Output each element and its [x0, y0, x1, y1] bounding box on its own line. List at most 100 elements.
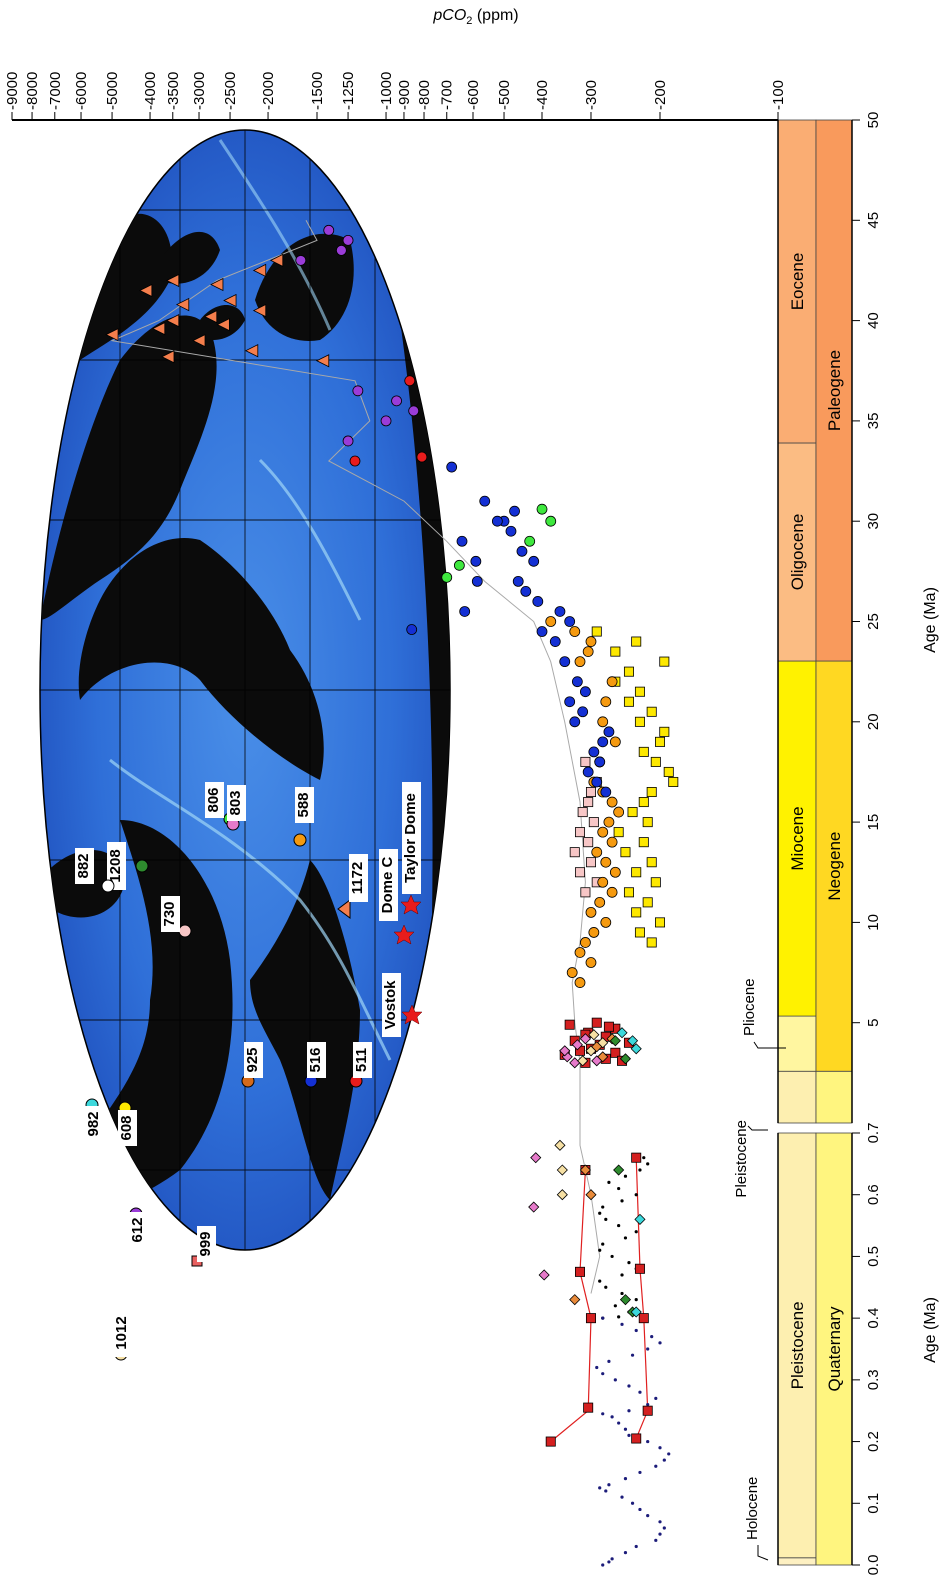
pco2-tick-label-group-19: -300 — [583, 80, 600, 110]
point-s0-1 — [617, 1315, 621, 1319]
point-s10-28 — [585, 636, 597, 647]
point-s9-2 — [574, 867, 585, 878]
taylor-dome-label: Taylor Dome — [402, 793, 419, 883]
trend-lines — [550, 1157, 649, 1443]
point-s11-13 — [549, 636, 561, 647]
age-old-tick-label-0: 5 — [865, 1019, 882, 1027]
point-s3-1 — [528, 1201, 540, 1213]
point-s8-30 — [631, 636, 642, 647]
point-s3-6 — [571, 1039, 583, 1051]
pco2-tick-label-group-5: -4000 — [142, 72, 159, 110]
point-s3-3 — [569, 1057, 581, 1069]
pco2-tick-label-1: -8000 — [24, 72, 41, 110]
site-612: 612 — [129, 1207, 148, 1248]
site-999: 999 — [191, 1226, 216, 1267]
point-s14-3 — [391, 395, 402, 407]
pco2-tick-label-11: -1250 — [340, 72, 357, 110]
svg-text:Pleistocene: Pleistocene — [733, 1120, 750, 1198]
point-s15-13 — [252, 263, 267, 278]
point-s0-16 — [617, 1223, 621, 1228]
point-s1-0 — [601, 1563, 605, 1567]
point-s1-35 — [595, 1365, 599, 1370]
site-882-label: 882 — [75, 853, 92, 878]
site-608-label: 608 — [118, 1115, 135, 1140]
pco2-tick-label-group-9: -2000 — [260, 72, 277, 110]
site-806-label: 806 — [205, 787, 222, 812]
point-s11-8 — [577, 706, 589, 718]
age-young-tick-label-0: 0.0 — [865, 1555, 882, 1576]
epoch-old-2-label: Miocene — [788, 806, 807, 870]
point-s0-25 — [638, 1168, 642, 1172]
epoch-old-3-label-group: Oligocene — [788, 514, 807, 591]
point-s11-0 — [600, 786, 612, 798]
site-982: 982 — [85, 1098, 104, 1142]
point-s7-1 — [634, 1213, 646, 1225]
epoch-pleistocene-label-group: Pleistocene — [788, 1301, 807, 1389]
age-young-tick-label-group-4: 0.4 — [865, 1308, 882, 1329]
point-s5-0 — [569, 1294, 581, 1306]
series-7 — [616, 1027, 646, 1318]
point-s1-15 — [607, 1483, 611, 1487]
point-s10-0 — [574, 977, 586, 988]
point-s8-24 — [623, 696, 634, 707]
point-s11-5 — [597, 736, 609, 748]
site-1172: 1172 — [337, 854, 368, 919]
age-young-tick-label-group-6: 0.6 — [865, 1184, 882, 1205]
site-511-label: 511 — [353, 1048, 370, 1072]
point-s11-4 — [588, 746, 600, 758]
point-s1-33 — [613, 1378, 617, 1382]
point-s8-28 — [659, 656, 670, 667]
point-s0-6 — [604, 1285, 608, 1289]
series-1 — [595, 1316, 671, 1567]
point-s2-9 — [631, 1152, 642, 1163]
age-old-tick-label-group-1: 10 — [865, 914, 882, 931]
point-s2-6 — [574, 1266, 585, 1277]
site-925: 925 — [241, 1042, 263, 1088]
point-s11-14 — [536, 626, 548, 637]
point-s10-22 — [609, 736, 621, 748]
point-s11-22 — [505, 525, 517, 537]
pco2-tick-label-group-0: -9000 — [4, 72, 21, 110]
point-s11-25 — [479, 495, 491, 507]
point-s10-14 — [606, 836, 618, 848]
point-s8-22 — [634, 716, 645, 727]
point-s1-25 — [617, 1421, 621, 1425]
holocene-callout: Holocene — [744, 1477, 769, 1561]
age-old-tick-label-group-5: 30 — [865, 513, 882, 530]
series-14 — [295, 224, 420, 447]
point-s0-10 — [627, 1261, 631, 1265]
site-806: 806 — [205, 782, 237, 826]
age-young-tick-label-group-1: 0.1 — [865, 1493, 882, 1514]
site-882: 882 — [75, 848, 115, 893]
period-band-old-2 — [815, 119, 853, 662]
point-s1-12 — [620, 1495, 624, 1499]
pco2-tick-label-group-13: -900 — [396, 80, 413, 110]
point-s0-17 — [604, 1217, 608, 1221]
point-s11-26 — [406, 624, 418, 635]
point-s10-1 — [566, 967, 578, 978]
point-s15-15 — [161, 350, 175, 364]
age-old-tick-label-1: 10 — [865, 914, 882, 931]
point-s8-21 — [659, 726, 670, 737]
point-s4-1 — [556, 1164, 568, 1176]
world-map: 1208 882 806 803 588 1172 730 982 — [39, 129, 451, 1361]
point-s11-17 — [532, 596, 544, 607]
geologic-timescale: Pleistocene Quaternary Miocene Oligocene Eoc… — [777, 119, 853, 1566]
point-s15-2 — [192, 334, 206, 348]
pco2-chart: Pleistocene Quaternary Miocene Oligocene Eoc… — [4, 72, 882, 1576]
age-young-tick-label-group-3: 0.3 — [865, 1369, 882, 1390]
point-s10-9 — [606, 886, 618, 898]
point-s8-25 — [634, 686, 645, 697]
point-s10-29 — [569, 626, 581, 637]
pco2-tick-label-15: -700 — [439, 80, 456, 110]
point-s1-34 — [601, 1372, 605, 1376]
age-young-tick-label-4: 0.4 — [865, 1308, 882, 1329]
point-s10-12 — [600, 856, 612, 868]
trend-line-0 — [550, 1169, 592, 1443]
point-s14-5 — [295, 255, 307, 266]
pco2-tick-label-group-7: -3000 — [191, 72, 208, 110]
point-s10-13 — [591, 846, 603, 858]
point-s1-36 — [607, 1359, 611, 1363]
point-s9-3 — [585, 857, 596, 868]
point-s0-24 — [623, 1174, 628, 1178]
